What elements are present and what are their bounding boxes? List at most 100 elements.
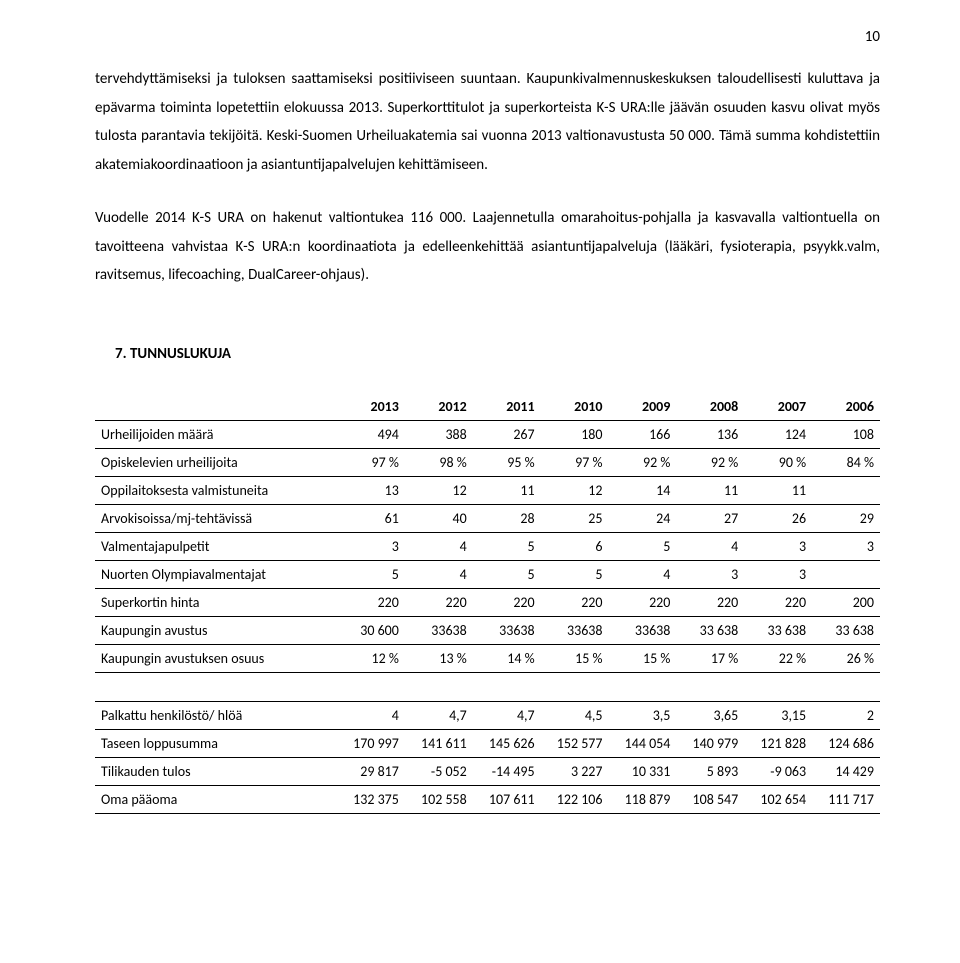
cell-value: 92 % bbox=[676, 448, 744, 476]
cell-value: 107 611 bbox=[473, 785, 541, 813]
cell-value: 13 bbox=[337, 476, 405, 504]
row-label: Taseen loppusumma bbox=[95, 729, 337, 757]
cell-value: 5 bbox=[473, 532, 541, 560]
table-row: Kaupungin avustuksen osuus12 %13 %14 %15… bbox=[95, 644, 880, 672]
cell-value: 6 bbox=[541, 532, 609, 560]
cell-value: 12 bbox=[405, 476, 473, 504]
cell-value: 494 bbox=[337, 420, 405, 448]
cell-value: 4,5 bbox=[541, 701, 609, 729]
table-row: Urheilijoiden määrä494388267180166136124… bbox=[95, 420, 880, 448]
col-header: 2013 bbox=[337, 393, 405, 421]
cell-value: 108 547 bbox=[676, 785, 744, 813]
cell-value: 4 bbox=[609, 560, 677, 588]
cell-value: 5 bbox=[473, 560, 541, 588]
cell-value: 15 % bbox=[609, 644, 677, 672]
cell-value: 15 % bbox=[541, 644, 609, 672]
cell-value: 152 577 bbox=[541, 729, 609, 757]
body-paragraph-1: tervehdyttämiseksi ja tuloksen saattamis… bbox=[95, 65, 880, 179]
table-row: Oppilaitoksesta valmistuneita13121112141… bbox=[95, 476, 880, 504]
cell-value: 90 % bbox=[744, 448, 812, 476]
cell-value: 10 331 bbox=[609, 757, 677, 785]
cell-value: 102 654 bbox=[744, 785, 812, 813]
cell-value: 3 bbox=[337, 532, 405, 560]
cell-value: 4 bbox=[676, 532, 744, 560]
cell-value: 3 227 bbox=[541, 757, 609, 785]
cell-value: 13 % bbox=[405, 644, 473, 672]
cell-value: 108 bbox=[812, 420, 880, 448]
table-row: Nuorten Olympiavalmentajat5455433 bbox=[95, 560, 880, 588]
cell-value: 124 686 bbox=[812, 729, 880, 757]
cell-value: 98 % bbox=[405, 448, 473, 476]
cell-value: 61 bbox=[337, 504, 405, 532]
cell-value: 166 bbox=[609, 420, 677, 448]
col-header: 2008 bbox=[676, 393, 744, 421]
row-label: Nuorten Olympiavalmentajat bbox=[95, 560, 337, 588]
cell-value: 12 bbox=[541, 476, 609, 504]
cell-value: 121 828 bbox=[744, 729, 812, 757]
cell-value: 33638 bbox=[541, 616, 609, 644]
cell-value: 136 bbox=[676, 420, 744, 448]
cell-value: 220 bbox=[609, 588, 677, 616]
cell-value: 5 bbox=[541, 560, 609, 588]
cell-value: 200 bbox=[812, 588, 880, 616]
row-label: Oppilaitoksesta valmistuneita bbox=[95, 476, 337, 504]
cell-value: 267 bbox=[473, 420, 541, 448]
table-row: Oma pääoma132 375102 558107 611122 10611… bbox=[95, 785, 880, 813]
cell-value: 3,5 bbox=[609, 701, 677, 729]
cell-value: 12 % bbox=[337, 644, 405, 672]
cell-value: 4 bbox=[405, 560, 473, 588]
cell-value: 388 bbox=[405, 420, 473, 448]
cell-value: 11 bbox=[473, 476, 541, 504]
cell-value: 97 % bbox=[541, 448, 609, 476]
cell-value: 102 558 bbox=[405, 785, 473, 813]
cell-value: 92 % bbox=[609, 448, 677, 476]
cell-value: 4,7 bbox=[405, 701, 473, 729]
cell-value: 5 bbox=[337, 560, 405, 588]
cell-value: 180 bbox=[541, 420, 609, 448]
cell-value: 25 bbox=[541, 504, 609, 532]
page: 10 tervehdyttämiseksi ja tuloksen saatta… bbox=[0, 0, 960, 963]
row-label: Urheilijoiden määrä bbox=[95, 420, 337, 448]
cell-value: 3,15 bbox=[744, 701, 812, 729]
row-label: Opiskelevien urheilijoita bbox=[95, 448, 337, 476]
cell-value: 14 429 bbox=[812, 757, 880, 785]
cell-value: 95 % bbox=[473, 448, 541, 476]
cell-value: 124 bbox=[744, 420, 812, 448]
cell-value: 5 bbox=[609, 532, 677, 560]
cell-value: 144 054 bbox=[609, 729, 677, 757]
table-row: Valmentajapulpetit34565433 bbox=[95, 532, 880, 560]
cell-value: 27 bbox=[676, 504, 744, 532]
col-header: 2009 bbox=[609, 393, 677, 421]
cell-value bbox=[812, 560, 880, 588]
cell-value: 40 bbox=[405, 504, 473, 532]
table-row: Superkortin hinta22022022022022022022020… bbox=[95, 588, 880, 616]
col-header: 2007 bbox=[744, 393, 812, 421]
cell-value: 33638 bbox=[609, 616, 677, 644]
page-number: 10 bbox=[865, 28, 880, 46]
cell-value: 220 bbox=[541, 588, 609, 616]
cell-value: 2 bbox=[812, 701, 880, 729]
cell-value: 132 375 bbox=[337, 785, 405, 813]
cell-value: 29 817 bbox=[337, 757, 405, 785]
table-row: Palkattu henkilöstö/ hlöä44,74,74,53,53,… bbox=[95, 701, 880, 729]
cell-value: 3 bbox=[744, 560, 812, 588]
row-label: Arvokisoissa/mj-tehtävissä bbox=[95, 504, 337, 532]
cell-value: 220 bbox=[473, 588, 541, 616]
cell-value: 11 bbox=[676, 476, 744, 504]
row-label: Kaupungin avustuksen osuus bbox=[95, 644, 337, 672]
col-header: 2011 bbox=[473, 393, 541, 421]
cell-value: 30 600 bbox=[337, 616, 405, 644]
col-header bbox=[95, 393, 337, 421]
cell-value: 3 bbox=[676, 560, 744, 588]
cell-value: 3,65 bbox=[676, 701, 744, 729]
row-label: Valmentajapulpetit bbox=[95, 532, 337, 560]
cell-value: -14 495 bbox=[473, 757, 541, 785]
cell-value: 3 bbox=[812, 532, 880, 560]
cell-value: -9 063 bbox=[744, 757, 812, 785]
col-header: 2010 bbox=[541, 393, 609, 421]
cell-value: 24 bbox=[609, 504, 677, 532]
cell-value: 4 bbox=[337, 701, 405, 729]
body-paragraph-2: Vuodelle 2014 K-S URA on hakenut valtion… bbox=[95, 204, 880, 290]
cell-value: 28 bbox=[473, 504, 541, 532]
cell-value: 33638 bbox=[405, 616, 473, 644]
